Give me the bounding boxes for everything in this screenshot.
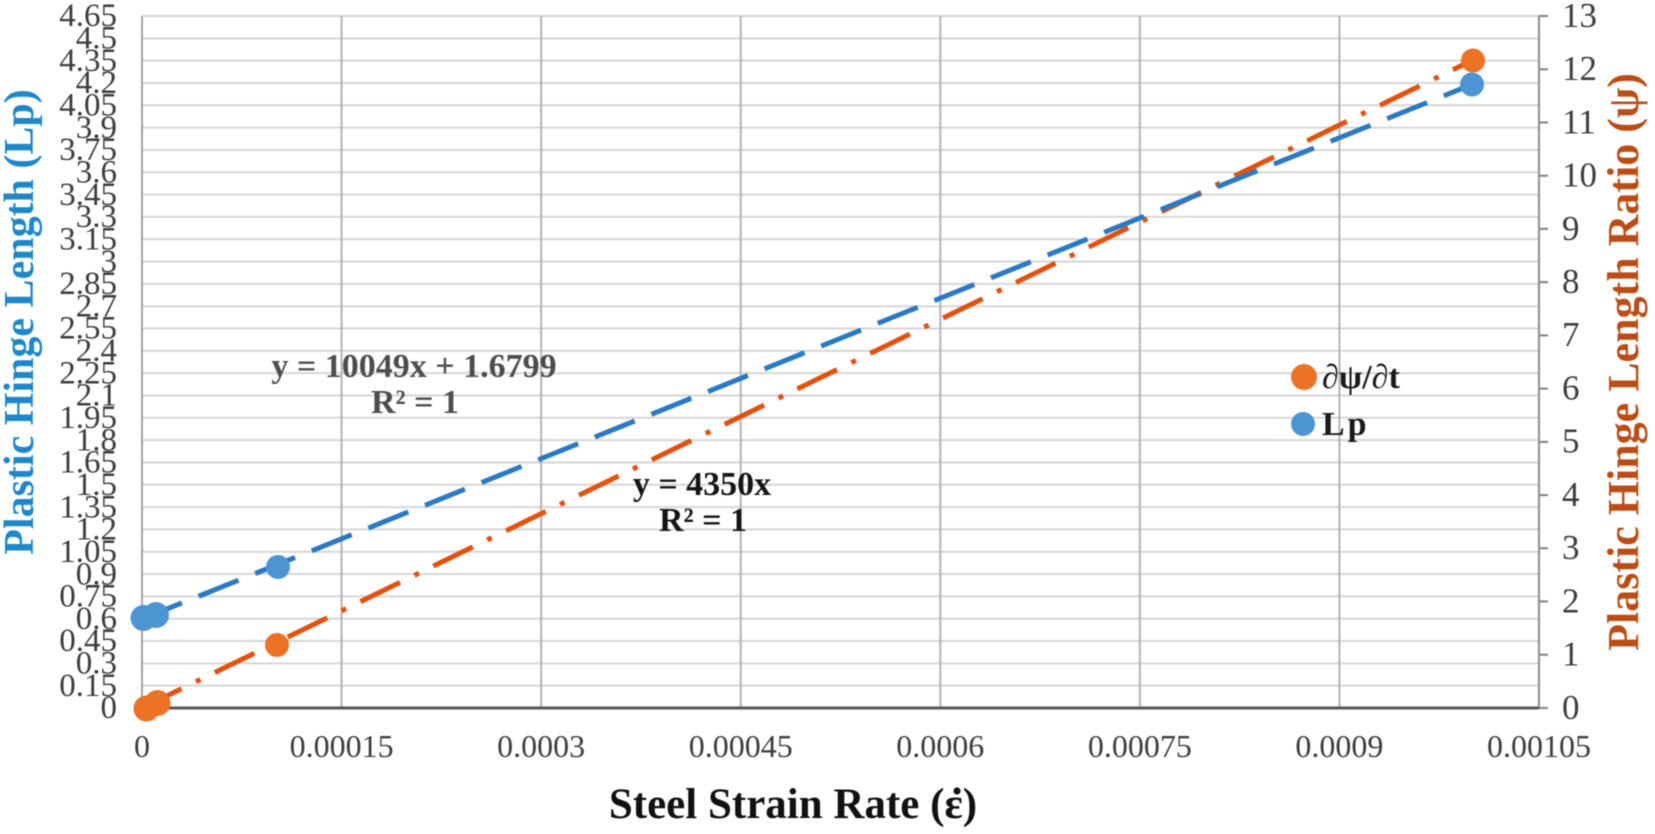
svg-text:1.65: 1.65 [59,445,117,481]
svg-text:2.1: 2.1 [76,378,117,414]
svg-text:0.9: 0.9 [76,556,117,592]
svg-text:0.0009: 0.0009 [1295,728,1383,764]
svg-text:4.05: 4.05 [59,88,117,124]
svg-text:2: 2 [1562,581,1580,620]
svg-text:4: 4 [1562,475,1580,514]
svg-text:4.2: 4.2 [76,65,117,101]
svg-text:3: 3 [1562,528,1580,567]
svg-text:Plastic Hinge Length Ratio (ψ): Plastic Hinge Length Ratio (ψ) [1599,73,1648,651]
svg-text:1.2: 1.2 [76,512,117,548]
svg-text:4.35: 4.35 [59,43,117,79]
svg-text:3.15: 3.15 [59,221,117,257]
svg-text:7: 7 [1562,315,1580,354]
svg-text:13: 13 [1562,0,1597,35]
svg-text:0: 0 [101,690,118,726]
svg-text:0.15: 0.15 [59,668,117,704]
svg-text:0.00105: 0.00105 [1487,728,1591,764]
svg-text:5: 5 [1562,422,1580,461]
svg-text:8: 8 [1562,262,1580,301]
svg-text:3.3: 3.3 [76,199,117,235]
svg-text:0.00045: 0.00045 [689,728,793,764]
svg-text:y = 4350x: y = 4350x [633,466,771,503]
svg-text:1.95: 1.95 [59,400,117,436]
svg-text:2.55: 2.55 [59,311,117,347]
svg-text:0.00015: 0.00015 [290,728,394,764]
svg-text:11: 11 [1562,102,1596,141]
svg-text:12: 12 [1562,49,1597,88]
svg-text:∂ψ/∂t: ∂ψ/∂t [1322,359,1400,396]
svg-text:4.5: 4.5 [76,21,117,57]
svg-text:0.6: 0.6 [76,601,117,637]
svg-text:4.65: 4.65 [59,0,117,34]
svg-text:0.75: 0.75 [59,579,117,615]
svg-text:2.85: 2.85 [59,266,117,302]
svg-text:y = 10049x + 1.6799: y = 10049x + 1.6799 [271,348,556,385]
svg-text:R² = 1: R² = 1 [659,502,747,539]
svg-text:1.35: 1.35 [59,489,117,525]
svg-text:2.4: 2.4 [76,333,117,369]
svg-text:10: 10 [1562,156,1597,195]
svg-text:3.75: 3.75 [59,132,117,168]
svg-text:3.6: 3.6 [76,154,117,190]
svg-text:0.0006: 0.0006 [896,728,984,764]
svg-text:Steel Strain Rate (ɛ): Steel Strain Rate (ɛ) [609,781,977,828]
svg-text:R² = 1: R² = 1 [371,384,459,421]
svg-text:Plastic Hinge Length (Lp): Plastic Hinge Length (Lp) [0,89,43,555]
svg-text:1.5: 1.5 [76,467,117,503]
svg-text:0.00075: 0.00075 [1088,728,1192,764]
svg-text:3: 3 [101,244,118,280]
svg-text:3.9: 3.9 [76,110,117,146]
svg-text:6: 6 [1562,368,1580,407]
svg-text:1.8: 1.8 [76,422,117,458]
svg-text:2.25: 2.25 [59,355,117,391]
svg-text:Lp: Lp [1322,406,1370,443]
svg-text:0: 0 [1562,688,1580,727]
svg-text:3.45: 3.45 [59,177,117,213]
svg-text:2.7: 2.7 [76,288,117,324]
svg-text:1.05: 1.05 [59,534,117,570]
svg-text:0.45: 0.45 [59,623,117,659]
svg-text:0.0003: 0.0003 [497,728,585,764]
svg-text:1: 1 [1562,635,1580,674]
svg-text:0.3: 0.3 [76,646,117,682]
svg-text:9: 9 [1562,209,1580,248]
svg-text:0: 0 [134,728,150,764]
